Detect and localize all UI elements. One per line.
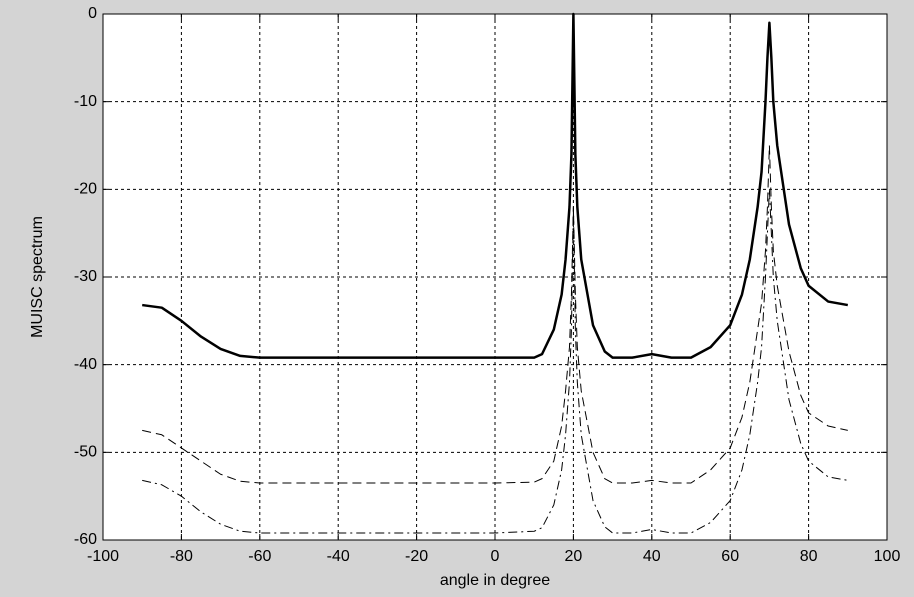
y-tick-label: -40	[74, 356, 97, 373]
series-line	[142, 145, 848, 484]
x-tick-label: 80	[800, 548, 818, 565]
y-tick-label: -60	[74, 531, 97, 548]
y-tick-label: 0	[88, 5, 97, 22]
x-tick-label: 0	[491, 548, 500, 565]
x-tick-label: -100	[87, 548, 119, 565]
y-tick-label: -50	[74, 444, 97, 461]
x-tick-label: 100	[874, 548, 901, 565]
x-axis-label: angle in degree	[440, 572, 550, 589]
y-axis-label: MUISC spectrum	[29, 216, 46, 338]
x-tick-label: -20	[405, 548, 428, 565]
axes-box	[102, 13, 888, 541]
series-line	[142, 12, 849, 359]
x-tick-label: 20	[565, 548, 583, 565]
x-tick-label: 40	[643, 548, 661, 565]
x-tick-label: 60	[721, 548, 739, 565]
series-line	[142, 188, 848, 534]
x-tick-label: -80	[170, 548, 193, 565]
y-tick-label: -30	[74, 268, 97, 285]
x-tick-label: -40	[327, 548, 350, 565]
x-tick-label: -60	[248, 548, 271, 565]
y-tick-label: -20	[74, 181, 97, 198]
y-tick-label: -10	[74, 93, 97, 110]
